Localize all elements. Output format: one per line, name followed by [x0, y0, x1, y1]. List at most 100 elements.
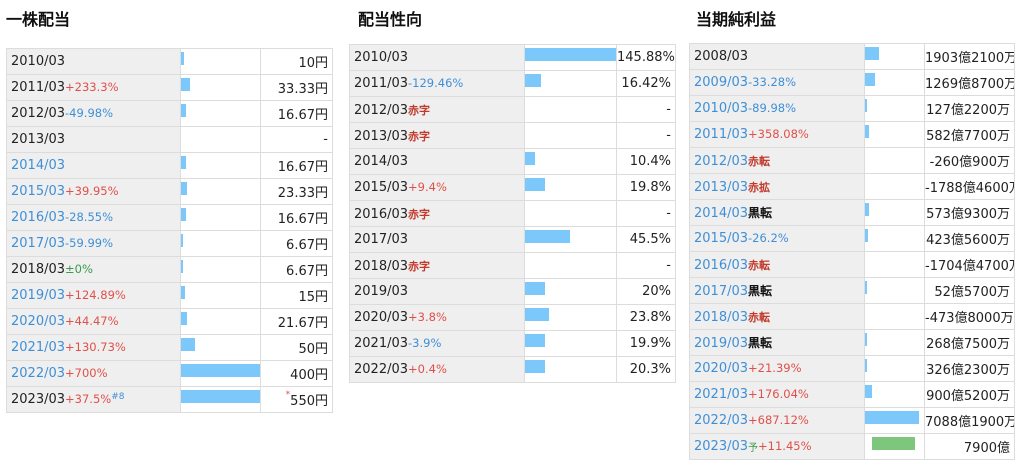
year-label[interactable]: 2013/03: [694, 179, 749, 195]
year-label[interactable]: 2016/03: [694, 257, 749, 273]
value-label: 1269億8700万: [925, 77, 1015, 92]
year-label[interactable]: 2010/03: [694, 101, 749, 116]
value-cell: 52億5700万: [924, 277, 1015, 304]
year-label[interactable]: 2015/03: [694, 231, 749, 246]
value-cell: 582億7700万: [924, 121, 1015, 148]
year-cell: 2011/03+233.3%: [6, 74, 181, 101]
year-label[interactable]: 2009/03: [694, 75, 749, 90]
bar-cell: [180, 230, 261, 257]
year-label[interactable]: 2016/03: [11, 210, 66, 225]
year-label: 2014/03: [354, 154, 409, 169]
bar-cell: [180, 256, 261, 283]
year-label[interactable]: 2020/03: [11, 314, 66, 329]
value-label: 16.42%: [621, 76, 671, 91]
value-bar: [525, 308, 549, 321]
year-label[interactable]: 2021/03: [11, 340, 66, 355]
value-cell: 16.67円: [260, 152, 333, 179]
year-label[interactable]: 2018/03: [694, 309, 749, 325]
year-cell: 2022/03+700%: [6, 360, 181, 387]
table-row: 2018/03赤転 -473億8000万: [689, 303, 1015, 330]
year-cell: 2021/03+130.73%: [6, 334, 181, 361]
value-cell: 6.67円: [260, 230, 333, 257]
value-label: -: [666, 206, 671, 221]
year-label[interactable]: 2017/03: [11, 236, 66, 251]
value-cell: -1704億4700万: [924, 251, 1015, 278]
value-bar: [865, 385, 872, 398]
value-cell: 23.8%: [616, 304, 676, 331]
bar-cell: [524, 44, 617, 71]
value-label: -260億900万: [929, 155, 1010, 170]
year-cell: 2015/03+39.95%: [6, 178, 181, 205]
value-cell: -260億900万: [924, 147, 1015, 174]
footnote-link[interactable]: #8: [111, 392, 125, 402]
year-cell: 2018/03赤字: [349, 252, 525, 279]
year-label[interactable]: 2015/03: [11, 184, 66, 199]
change-label: 赤字: [408, 103, 431, 117]
year-label: 2010/03: [354, 50, 409, 65]
year-cell: 2011/03-129.46%: [349, 70, 525, 97]
year-label: 2010/03: [11, 54, 66, 69]
year-label[interactable]: 2022/03: [694, 413, 749, 428]
year-cell: 2017/03-59.99%: [6, 230, 181, 257]
change-label: 赤字: [408, 129, 431, 143]
table-row: 2020/03+3.8% 23.8%: [349, 304, 676, 331]
panel-title: 配当性向: [358, 10, 423, 29]
value-label: -: [666, 102, 671, 117]
table-row: 2020/03+21.39% 326億2300万: [689, 355, 1015, 382]
table-row: 2017/03 45.5%: [349, 226, 676, 253]
year-label[interactable]: 2022/03: [11, 366, 66, 381]
value-cell: -: [616, 252, 676, 279]
value-bar: [865, 99, 867, 112]
table-row: 2012/03-49.98% 16.67円: [6, 100, 333, 127]
year-cell: 2010/03-89.98%: [689, 95, 865, 122]
bar-cell: [864, 43, 925, 70]
change-label: +233.3%: [65, 80, 119, 94]
year-cell: 2022/03+687.12%: [689, 407, 865, 434]
year-cell: 2017/03黒転: [689, 277, 865, 304]
year-label: 2013/03: [354, 128, 409, 144]
year-label[interactable]: 2023/03: [694, 439, 749, 454]
change-label: +124.89%: [65, 288, 126, 302]
year-cell: 2017/03: [349, 226, 525, 253]
note-mark: *: [285, 390, 291, 400]
year-label[interactable]: 2011/03: [694, 127, 749, 142]
value-label: 6.67円: [286, 238, 328, 253]
bar-cell: [180, 126, 261, 153]
dividend-table: 2010/03 10円 2011/03+233.3% 33.33円 2012/03-49…: [6, 48, 333, 413]
value-cell: 400円: [260, 360, 333, 387]
change-label: -26.2%: [748, 231, 789, 245]
year-label[interactable]: 2014/03: [694, 206, 749, 221]
year-label[interactable]: 2019/03: [11, 288, 66, 303]
bar-cell: [180, 100, 261, 127]
bar-cell: [864, 381, 925, 408]
value-label: -1788億4600万: [925, 181, 1015, 196]
value-bar: [865, 359, 868, 372]
value-label: 10.4%: [629, 154, 671, 169]
change-label: +176.04%: [748, 387, 809, 401]
year-label[interactable]: 2020/03: [694, 361, 749, 376]
table-row: 2014/03 16.67円: [6, 152, 333, 179]
value-cell: 16.67円: [260, 100, 333, 127]
value-cell: -: [616, 96, 676, 123]
year-label[interactable]: 2019/03: [694, 336, 749, 351]
change-label: 黒転: [748, 284, 773, 298]
value-cell: 45.5%: [616, 226, 676, 253]
year-label[interactable]: 2012/03: [694, 153, 749, 169]
table-row: 2022/03+700% 400円: [6, 360, 333, 387]
change-label: +44.47%: [65, 314, 119, 328]
bar-cell: [524, 200, 617, 227]
year-cell: 2013/03: [6, 126, 181, 153]
year-label[interactable]: 2014/03: [11, 158, 66, 173]
value-cell: 1269億8700万: [924, 69, 1015, 96]
year-label: 2012/03: [354, 102, 409, 118]
value-label: 15円: [298, 290, 328, 305]
value-label: 326億2300万: [926, 363, 1010, 378]
year-cell: 2012/03赤字: [349, 96, 525, 123]
year-label[interactable]: 2021/03: [694, 387, 749, 402]
value-bar: [525, 334, 545, 347]
year-label[interactable]: 2017/03: [694, 284, 749, 299]
bar-cell: [864, 147, 925, 174]
change-label: +9.4%: [408, 180, 447, 194]
year-label: 2012/03: [11, 106, 66, 121]
value-cell: *550円: [260, 386, 333, 413]
